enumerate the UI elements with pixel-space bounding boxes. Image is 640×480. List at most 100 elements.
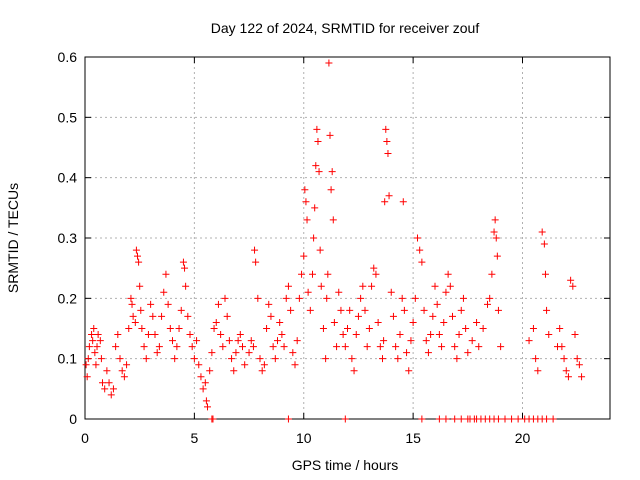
data-point — [225, 337, 233, 345]
data-point — [230, 367, 238, 375]
data-point — [127, 294, 135, 302]
data-point — [120, 373, 128, 381]
data-point — [212, 318, 220, 326]
data-point — [84, 355, 92, 363]
data-point — [179, 258, 187, 266]
data-point — [435, 331, 443, 339]
data-point — [263, 325, 271, 332]
data-point — [361, 306, 369, 314]
data-point — [271, 355, 279, 363]
data-point — [357, 294, 365, 302]
data-point — [457, 415, 465, 423]
data-point — [317, 282, 325, 290]
data-point — [341, 415, 349, 423]
data-point — [451, 343, 459, 351]
data-point — [135, 258, 143, 266]
data-point — [442, 288, 450, 296]
data-point — [112, 343, 120, 351]
data-point — [166, 325, 174, 332]
data-point — [494, 415, 502, 423]
data-point — [381, 198, 389, 206]
data-point — [455, 331, 463, 339]
data-point — [301, 186, 309, 194]
data-point — [562, 367, 570, 375]
data-point — [370, 264, 378, 272]
data-point — [475, 343, 483, 351]
data-point — [313, 125, 321, 133]
data-point — [558, 343, 566, 351]
data-point — [341, 343, 349, 351]
data-point — [429, 312, 437, 320]
data-point — [99, 379, 106, 387]
data-point — [254, 294, 262, 302]
data-point — [352, 331, 360, 339]
data-point — [97, 355, 105, 363]
data-point — [217, 331, 225, 339]
data-point — [359, 282, 367, 290]
data-point — [274, 337, 281, 345]
data-point — [284, 415, 292, 423]
data-point — [83, 373, 91, 381]
data-point — [399, 198, 407, 206]
data-point — [206, 367, 214, 375]
data-point — [424, 349, 432, 357]
data-point — [295, 294, 303, 302]
data-point — [256, 355, 264, 363]
data-point — [276, 318, 284, 326]
data-point — [348, 355, 356, 363]
data-point — [162, 270, 170, 278]
data-point — [382, 125, 390, 133]
data-point — [123, 361, 131, 369]
data-point — [418, 415, 426, 423]
data-point — [501, 415, 509, 423]
data-point — [96, 337, 104, 345]
data-point — [491, 216, 499, 224]
data-point — [365, 325, 373, 332]
data-point — [473, 318, 481, 326]
data-point — [114, 331, 122, 339]
data-point — [486, 294, 494, 302]
data-point — [132, 246, 140, 254]
data-point — [311, 204, 319, 212]
data-point — [175, 325, 183, 332]
data-point — [315, 168, 323, 176]
data-point — [538, 228, 546, 236]
x-tick-label: 5 — [190, 430, 198, 446]
data-point — [457, 306, 465, 314]
data-point — [107, 391, 115, 399]
data-point — [109, 385, 117, 393]
chart-title: Day 122 of 2024, SRMTID for receiver zou… — [211, 20, 480, 36]
x-tick-label: 10 — [296, 430, 312, 446]
data-point — [422, 337, 430, 345]
data-point — [278, 331, 286, 339]
data-point — [160, 288, 168, 296]
data-point — [384, 150, 392, 158]
data-point — [319, 325, 327, 332]
data-point — [306, 306, 314, 314]
data-point — [293, 337, 301, 345]
data-point — [354, 312, 362, 320]
y-tick-label: 0 — [69, 411, 77, 427]
data-point — [241, 361, 249, 369]
data-point — [493, 252, 501, 260]
data-point — [94, 331, 102, 339]
data-point — [197, 373, 205, 381]
data-point — [453, 355, 461, 363]
data-point — [329, 216, 337, 224]
data-point — [140, 343, 148, 351]
data-point — [214, 300, 222, 308]
data-point — [556, 325, 564, 332]
data-point — [284, 282, 292, 290]
data-point — [497, 343, 505, 351]
data-point — [569, 282, 577, 290]
axis-ticks: 0 5 10 15 20 0 0.1 0.2 0.3 0.4 0.5 0.6 — [58, 49, 610, 446]
data-point — [171, 355, 179, 363]
data-point — [219, 343, 227, 351]
data-point — [151, 331, 159, 339]
data-point — [202, 397, 210, 405]
data-point — [414, 234, 421, 242]
data-point — [201, 379, 209, 387]
data-point — [327, 186, 335, 194]
data-point — [525, 337, 533, 345]
data-point — [407, 337, 415, 345]
